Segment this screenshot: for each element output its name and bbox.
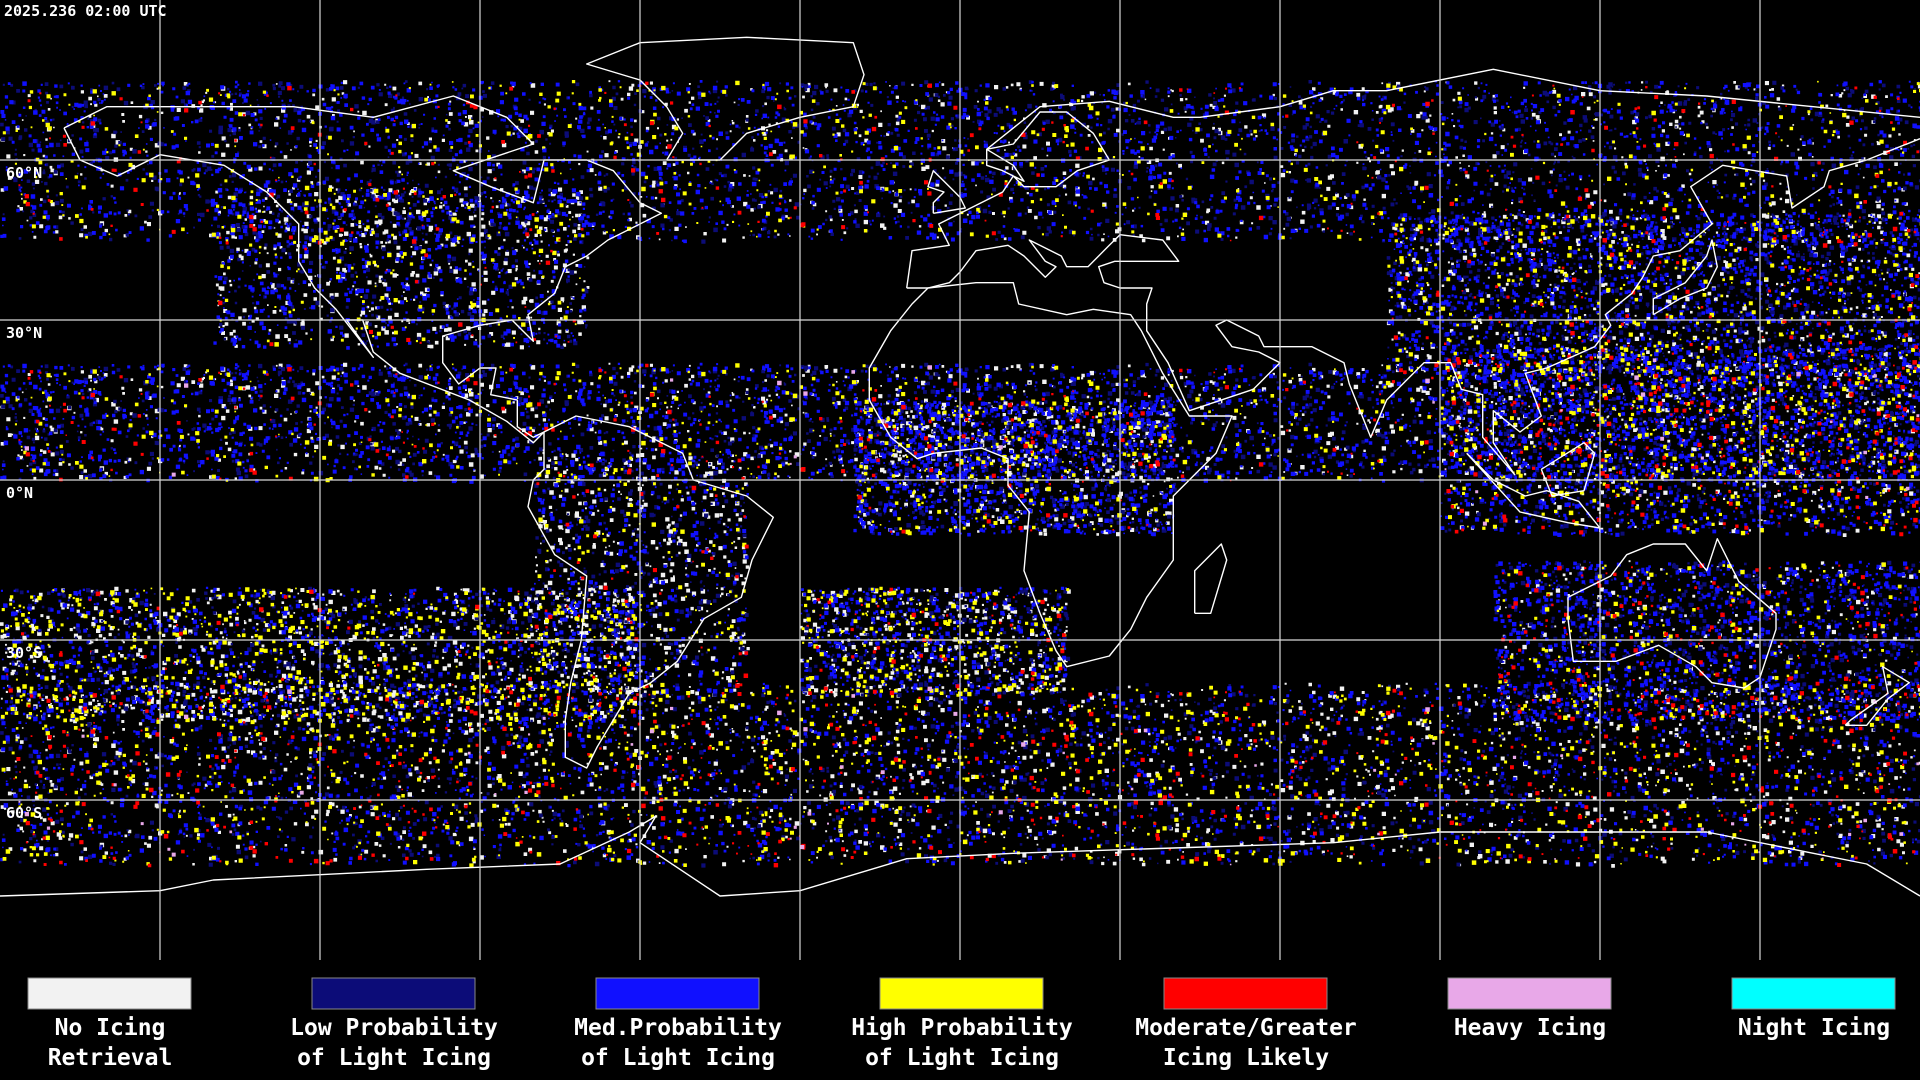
- legend-swatch: [1163, 977, 1328, 1010]
- legend-label: Heavy Icing: [1454, 1015, 1606, 1041]
- latitude-label: 60°N: [6, 164, 42, 182]
- coastline: [63, 95, 662, 444]
- legend-label: Icing Likely: [1163, 1045, 1329, 1071]
- icing-pixel-group: [0, 80, 1920, 868]
- coastline: [1567, 538, 1777, 689]
- legend-label: of Light Icing: [581, 1045, 775, 1071]
- coastline: [527, 415, 774, 769]
- coastline: [1194, 543, 1228, 614]
- timestamp: 2025.236 02:00 UTC: [4, 2, 167, 20]
- coastline: [1652, 239, 1718, 316]
- legend-label: of Light Icing: [297, 1045, 491, 1071]
- coastline: [1540, 442, 1596, 497]
- coastline: [906, 68, 1920, 289]
- latitude-labels: 60°N 30°N 0°N 30°S 60°S: [6, 164, 42, 822]
- legend-label: High Probability: [851, 1015, 1073, 1041]
- coastline: [927, 170, 966, 214]
- legend-label: of Light Icing: [865, 1045, 1059, 1071]
- legend-label: Retrieval: [48, 1045, 173, 1071]
- legend-swatch: [311, 977, 476, 1010]
- latitude-label: 30°S: [6, 644, 42, 662]
- legend-label: Night Icing: [1738, 1015, 1890, 1041]
- coastline: [1844, 666, 1910, 726]
- legend-label: No Icing: [55, 1015, 166, 1041]
- graticule: [0, 0, 1920, 960]
- coastline: [1466, 452, 1601, 529]
- legend-swatch: [879, 977, 1044, 1010]
- coastline: [868, 282, 1233, 668]
- latitude-label: 60°S: [6, 804, 42, 822]
- legend-label: Low Probability: [290, 1015, 498, 1041]
- coastline: [906, 138, 1920, 476]
- legend: No Icing Retrieval Low Probability of Light…: [27, 977, 1896, 1071]
- legend-label: Moderate/Greater: [1135, 1015, 1357, 1041]
- legend-label: Med.Probability: [574, 1015, 782, 1041]
- legend-swatch: [1447, 977, 1612, 1010]
- icing-pixel-group: [6, 81, 1920, 868]
- latitude-label: 0°N: [6, 484, 33, 502]
- legend-swatch: [1731, 977, 1896, 1010]
- legend-swatch: [595, 977, 760, 1010]
- legend-swatch: [27, 977, 192, 1010]
- latitude-label: 30°N: [6, 324, 42, 342]
